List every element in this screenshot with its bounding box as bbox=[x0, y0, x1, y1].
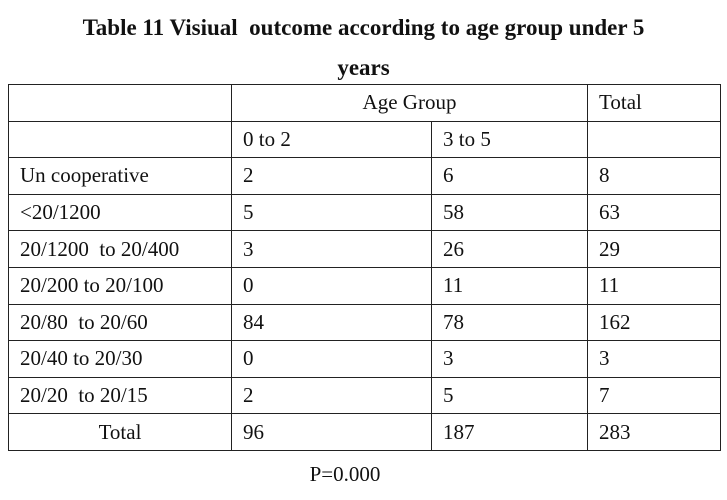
table-row: Un cooperative 2 6 8 bbox=[8, 157, 721, 195]
total-overall: 283 bbox=[587, 413, 721, 451]
cell-age-3-to-5: 78 bbox=[431, 303, 588, 342]
table-row: 20/20 to 20/15 2 5 7 bbox=[8, 376, 721, 415]
table-header-row: Age Group Total bbox=[8, 84, 721, 122]
subheader-blank-total-cell bbox=[587, 120, 721, 159]
table-total-row: Total 96 187 283 bbox=[8, 413, 721, 451]
cell-age-0-to-2: 3 bbox=[231, 230, 432, 268]
table-row: 20/1200 to 20/400 3 26 29 bbox=[8, 230, 721, 268]
total-age-3-to-5: 187 bbox=[431, 413, 588, 451]
cell-age-0-to-2: 5 bbox=[231, 193, 432, 232]
cell-total: 11 bbox=[587, 266, 721, 305]
cell-age-3-to-5: 58 bbox=[431, 193, 588, 232]
subheader-blank-cell bbox=[8, 120, 232, 159]
total-row-label: Total bbox=[8, 413, 232, 451]
cell-age-0-to-2: 0 bbox=[231, 340, 432, 378]
header-blank-cell bbox=[8, 84, 232, 122]
cell-total: 63 bbox=[587, 193, 721, 232]
cell-age-3-to-5: 5 bbox=[431, 376, 588, 415]
cell-total: 7 bbox=[587, 376, 721, 415]
visual-outcome-table: Age Group Total 0 to 2 3 to 5 Un coopera… bbox=[8, 84, 721, 451]
subheader-age-3-to-5: 3 to 5 bbox=[431, 120, 588, 159]
cell-age-0-to-2: 2 bbox=[231, 376, 432, 415]
table-row: 20/200 to 20/100 0 11 11 bbox=[8, 266, 721, 305]
table-row: <20/1200 5 58 63 bbox=[8, 193, 721, 232]
table-title-line-1: Table 11 Visiual outcome according to ag… bbox=[82, 15, 645, 40]
subheader-age-0-to-2: 0 to 2 bbox=[231, 120, 432, 159]
cell-total: 29 bbox=[587, 230, 721, 268]
table-row: 20/80 to 20/60 84 78 162 bbox=[8, 303, 721, 342]
row-label: <20/1200 bbox=[8, 193, 232, 232]
row-label: 20/80 to 20/60 bbox=[8, 303, 232, 342]
cell-age-3-to-5: 3 bbox=[431, 340, 588, 378]
cell-age-3-to-5: 11 bbox=[431, 266, 588, 305]
row-label: 20/40 to 20/30 bbox=[8, 340, 232, 378]
row-label: 20/200 to 20/100 bbox=[8, 266, 232, 305]
table-title: Table 11 Visiual outcome according to ag… bbox=[0, 8, 727, 88]
cell-age-0-to-2: 84 bbox=[231, 303, 432, 342]
row-label: Un cooperative bbox=[8, 157, 232, 195]
cell-total: 8 bbox=[587, 157, 721, 195]
cell-age-3-to-5: 6 bbox=[431, 157, 588, 195]
row-label: 20/20 to 20/15 bbox=[8, 376, 232, 415]
p-value: P=0.000 bbox=[309, 462, 381, 486]
cell-age-3-to-5: 26 bbox=[431, 230, 588, 268]
cell-total: 162 bbox=[587, 303, 721, 342]
table-subheader-row: 0 to 2 3 to 5 bbox=[8, 120, 721, 159]
total-age-0-to-2: 96 bbox=[231, 413, 432, 451]
header-total: Total bbox=[587, 84, 721, 122]
header-age-group: Age Group bbox=[231, 84, 588, 122]
cell-age-0-to-2: 0 bbox=[231, 266, 432, 305]
table-row: 20/40 to 20/30 0 3 3 bbox=[8, 340, 721, 378]
table-title-line-2: years bbox=[337, 55, 390, 80]
cell-age-0-to-2: 2 bbox=[231, 157, 432, 195]
row-label: 20/1200 to 20/400 bbox=[8, 230, 232, 268]
cell-total: 3 bbox=[587, 340, 721, 378]
